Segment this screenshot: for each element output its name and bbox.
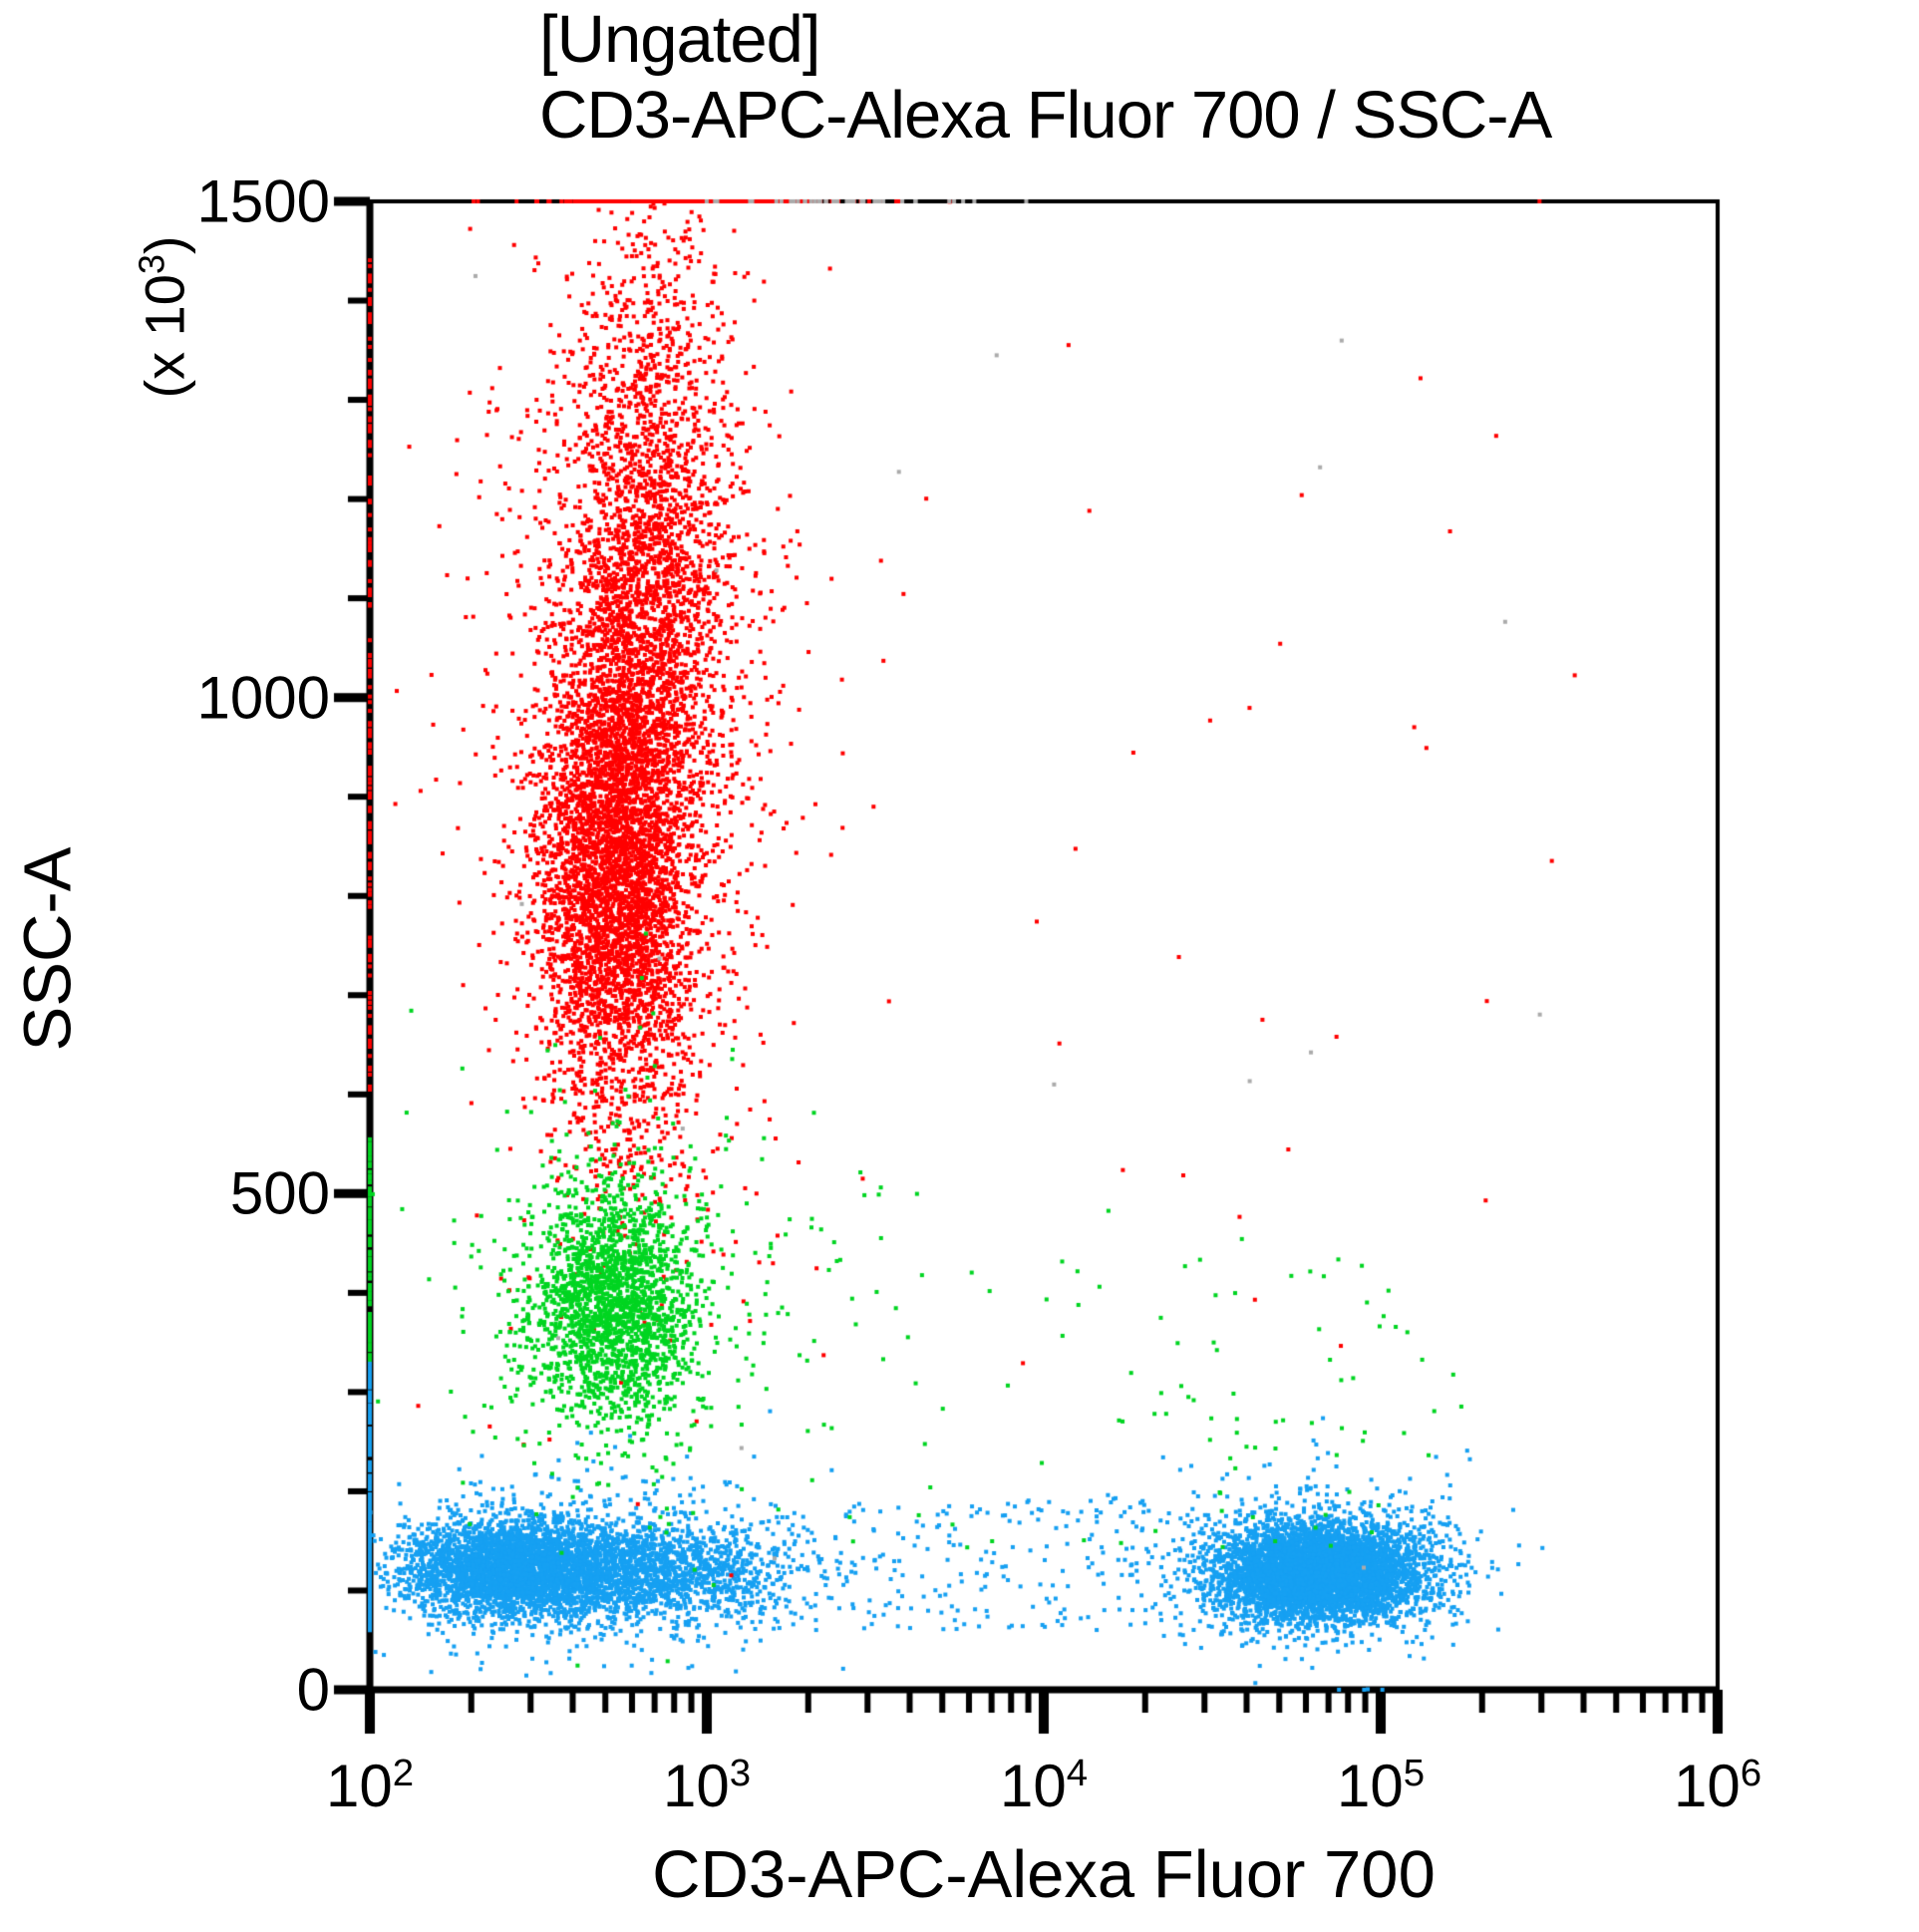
x-tick-exponent: 4 <box>1066 1751 1089 1794</box>
plot-title-parameters: CD3-APC-Alexa Fluor 700 / SSC-A <box>539 78 1552 153</box>
y-axis-unit-label: (x 103) <box>133 235 197 398</box>
x-tick-label-10e3: 103 <box>663 1752 751 1820</box>
y-tick-label-1500: 1500 <box>196 167 330 235</box>
y-unit-exponent: 3 <box>132 254 172 275</box>
x-axis-label: CD3-APC-Alexa Fluor 700 <box>652 1837 1436 1912</box>
plot-title: [Ungated] CD3-APC-Alexa Fluor 700 / SSC-… <box>539 2 1552 154</box>
x-tick-label-10e4: 104 <box>1000 1752 1088 1820</box>
y-tick-label-0: 0 <box>296 1656 330 1724</box>
x-tick-base: 10 <box>1336 1753 1404 1819</box>
x-tick-label-10e2: 102 <box>326 1752 414 1820</box>
x-tick-exponent: 3 <box>729 1751 752 1794</box>
y-axis-label: SSC-A <box>10 846 86 1052</box>
x-tick-base: 10 <box>325 1753 393 1819</box>
y-tick-label-1000: 1000 <box>196 664 330 732</box>
x-tick-exponent: 5 <box>1403 1751 1426 1794</box>
y-unit-post: ) <box>133 235 196 255</box>
plot-title-gate: [Ungated] <box>539 2 821 77</box>
x-tick-base: 10 <box>662 1753 730 1819</box>
y-tick-label-500: 500 <box>229 1159 330 1227</box>
x-tick-base: 10 <box>1673 1753 1741 1819</box>
x-tick-base: 10 <box>999 1753 1067 1819</box>
y-unit-pre: (x 10 <box>133 274 196 399</box>
x-tick-label-10e6: 106 <box>1674 1752 1761 1820</box>
x-tick-exponent: 6 <box>1740 1751 1762 1794</box>
x-tick-exponent: 2 <box>392 1751 415 1794</box>
x-tick-label-10e5: 105 <box>1337 1752 1425 1820</box>
